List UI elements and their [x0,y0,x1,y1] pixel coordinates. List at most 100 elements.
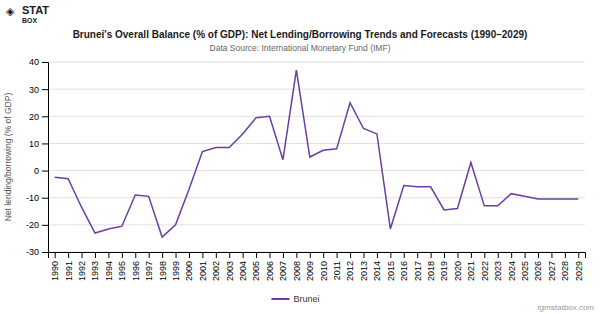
tick-label: 20 [29,112,39,122]
tick-mark [377,252,378,258]
tick-label: 2014 [372,261,382,281]
grid-line [48,170,585,171]
tick-mark [337,252,338,258]
tick: 1998 [157,252,167,281]
tick-mark [565,252,566,258]
tick-mark [82,252,83,258]
tick-mark [216,252,217,258]
tick: 2019 [439,252,449,281]
tick-label: 1994 [104,261,114,281]
tick-label: 2010 [319,261,329,281]
tick-mark [404,252,405,258]
tick: 1996 [131,252,141,281]
tick: 1997 [144,252,154,281]
tick-label: 2028 [560,261,570,281]
tick-mark [42,89,48,90]
tick-label: 2025 [520,261,530,281]
tick-label: 2015 [386,261,396,281]
tick-label: 1991 [64,261,74,281]
tick-label: 2005 [251,261,261,281]
tick-mark [417,252,418,258]
tick-mark [135,252,136,258]
tick: 1992 [77,252,87,281]
tick-mark [350,252,351,258]
grid-line [48,116,585,117]
tick-mark [42,225,48,226]
tick: 2002 [211,252,221,281]
tick-mark [42,116,48,117]
tick: 2008 [292,252,302,281]
tick-label: 2017 [413,261,423,281]
tick: 1990 [50,252,60,281]
tick-mark [202,252,203,258]
tick-mark [457,252,458,258]
logo-subtext: BOX [22,17,38,24]
tick: 2013 [359,252,369,281]
tick-mark [538,252,539,258]
tick: 2012 [345,252,355,281]
tick-mark [42,143,48,144]
chart-svg: ◈STATBOXtgmstatbox.comBrunei's Overall B… [0,0,600,314]
tick-mark [296,252,297,258]
tick: 2029 [574,252,584,281]
tick: 2010 [319,252,329,281]
legend-swatch [271,298,289,300]
tick-label: 1998 [157,261,167,281]
tick-mark [525,252,526,258]
legend: Brunei [271,294,319,304]
grid [48,62,585,252]
tick: 2016 [399,252,409,281]
tick: 2021 [466,252,476,281]
tick: 2024 [507,252,517,281]
tick-label: 2027 [547,261,557,281]
tick-mark [42,198,48,199]
tick-label: 40 [29,57,39,67]
tick: -20 [26,220,48,230]
grid-line [48,62,585,63]
tick-mark [431,252,432,258]
tick-mark [68,252,69,258]
tick-mark [42,252,48,253]
tick-mark [390,252,391,258]
tick-label: 1997 [144,261,154,281]
grid-line [48,224,585,225]
legend-label: Brunei [293,294,319,304]
data-line [55,70,579,237]
tick-label: -10 [26,193,39,203]
y-axis-label: Net lending/borrowing (% of GDP) [3,93,13,222]
tick: 2025 [520,252,530,281]
tick-mark [108,252,109,258]
tick: 2000 [184,252,194,281]
tick-mark [243,252,244,258]
tick-mark [323,252,324,258]
tick: 1991 [64,252,74,281]
tick-mark [283,252,284,258]
tick: 30 [29,85,48,95]
tick-mark [498,252,499,258]
tick-mark [162,252,163,258]
tick-label: -20 [26,220,39,230]
tick: 2022 [480,252,490,281]
tick-label: 1996 [131,261,141,281]
tick-mark [363,252,364,258]
tick-mark [229,252,230,258]
tick-label: 2003 [225,261,235,281]
tick: 2020 [453,252,463,281]
grid-line [48,197,585,198]
tick-label: 2013 [359,261,369,281]
tick: 1993 [90,252,100,281]
tick-label: 2000 [184,261,194,281]
tick-label: 1992 [77,261,87,281]
tick-mark [444,252,445,258]
tick-mark [189,252,190,258]
tick-mark [55,252,56,258]
tick: 2015 [386,252,396,281]
tick-label: 0 [34,166,39,176]
tick-mark [149,252,150,258]
tick: 2009 [305,252,315,281]
tick: 2005 [251,252,261,281]
tick: 2028 [560,252,570,281]
tick-label: 1990 [50,261,60,281]
tick-label: 2029 [574,261,584,281]
tick-label: 2021 [466,261,476,281]
